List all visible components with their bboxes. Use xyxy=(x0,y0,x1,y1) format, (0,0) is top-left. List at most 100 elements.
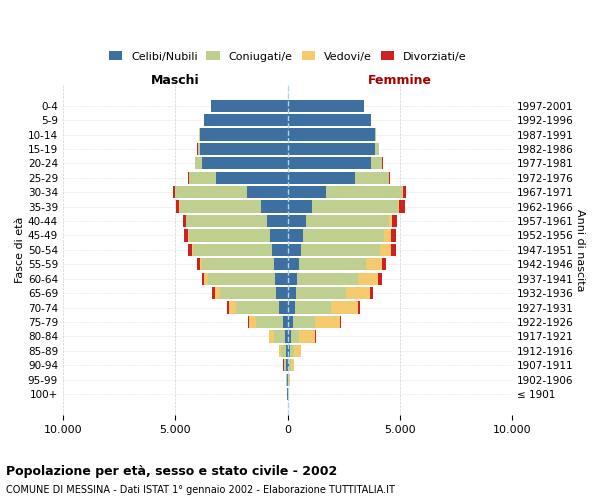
Bar xyxy=(287,128,375,140)
Bar xyxy=(187,215,268,227)
Bar xyxy=(290,344,295,357)
Bar xyxy=(304,230,384,241)
Bar xyxy=(197,258,200,270)
Bar xyxy=(278,302,287,314)
Bar xyxy=(285,330,287,342)
Bar xyxy=(299,330,315,342)
Bar xyxy=(287,374,289,386)
Bar xyxy=(220,287,277,300)
Bar xyxy=(287,359,289,372)
Bar xyxy=(296,287,346,300)
Bar xyxy=(202,272,205,285)
Text: Maschi: Maschi xyxy=(151,74,200,87)
Bar xyxy=(208,272,275,285)
Bar xyxy=(189,172,215,184)
Bar xyxy=(180,200,260,212)
Bar xyxy=(371,157,382,170)
Bar xyxy=(176,200,179,212)
Bar xyxy=(287,186,326,198)
Bar xyxy=(274,258,287,270)
Bar xyxy=(287,100,364,112)
Bar xyxy=(366,258,382,270)
Bar xyxy=(260,200,287,212)
Bar xyxy=(287,157,371,170)
Bar xyxy=(375,143,379,155)
Bar xyxy=(200,258,202,270)
Bar xyxy=(378,272,382,285)
Bar xyxy=(256,316,283,328)
Bar xyxy=(392,215,397,227)
Bar xyxy=(340,316,341,328)
Bar xyxy=(249,316,256,328)
Bar xyxy=(315,316,340,328)
Bar xyxy=(193,244,272,256)
Bar xyxy=(272,244,287,256)
Bar xyxy=(196,157,202,170)
Bar xyxy=(205,114,287,126)
Bar xyxy=(287,330,290,342)
Bar xyxy=(295,302,331,314)
Bar xyxy=(290,330,299,342)
Bar xyxy=(287,200,312,212)
Bar xyxy=(248,316,249,328)
Bar xyxy=(286,344,287,357)
Bar xyxy=(389,172,390,184)
Bar xyxy=(183,215,186,227)
Bar xyxy=(269,330,274,342)
Bar xyxy=(291,359,293,372)
Bar xyxy=(299,258,366,270)
Bar xyxy=(305,215,389,227)
Text: Femmine: Femmine xyxy=(368,74,432,87)
Bar xyxy=(295,344,301,357)
Bar xyxy=(215,172,287,184)
Bar xyxy=(268,215,287,227)
Bar xyxy=(287,230,304,241)
Bar xyxy=(293,316,315,328)
Bar xyxy=(211,100,287,112)
Bar xyxy=(283,316,287,328)
Bar xyxy=(403,186,406,198)
Bar xyxy=(400,200,405,212)
Bar xyxy=(215,287,220,300)
Bar xyxy=(186,215,187,227)
Bar xyxy=(287,272,297,285)
Bar xyxy=(346,287,370,300)
Bar xyxy=(358,272,378,285)
Bar xyxy=(188,244,192,256)
Bar xyxy=(184,230,188,241)
Bar xyxy=(312,200,398,212)
Bar xyxy=(189,230,269,241)
Bar xyxy=(281,344,286,357)
Bar xyxy=(284,359,286,372)
Bar xyxy=(202,157,287,170)
Bar xyxy=(227,302,229,314)
Bar xyxy=(391,230,396,241)
Bar xyxy=(301,244,380,256)
Bar xyxy=(380,244,391,256)
Bar xyxy=(287,244,301,256)
Bar xyxy=(370,287,373,300)
Bar xyxy=(402,186,403,198)
Bar xyxy=(175,186,247,198)
Bar xyxy=(279,344,281,357)
Bar xyxy=(236,302,278,314)
Bar xyxy=(287,344,290,357)
Bar xyxy=(382,258,386,270)
Bar xyxy=(391,244,396,256)
Bar xyxy=(192,244,193,256)
Bar xyxy=(269,230,287,241)
Bar xyxy=(289,359,291,372)
Bar xyxy=(287,287,296,300)
Bar xyxy=(287,172,355,184)
Text: Popolazione per età, sesso e stato civile - 2002: Popolazione per età, sesso e stato civil… xyxy=(6,465,337,478)
Bar xyxy=(173,186,175,198)
Text: COMUNE DI MESSINA - Dati ISTAT 1° gennaio 2002 - Elaborazione TUTTITALIA.IT: COMUNE DI MESSINA - Dati ISTAT 1° gennai… xyxy=(6,485,395,495)
Bar xyxy=(358,302,360,314)
Y-axis label: Fasce di età: Fasce di età xyxy=(15,216,25,283)
Bar xyxy=(287,215,305,227)
Bar xyxy=(188,230,189,241)
Bar xyxy=(355,172,389,184)
Bar xyxy=(200,143,287,155)
Bar xyxy=(287,302,295,314)
Bar xyxy=(297,272,358,285)
